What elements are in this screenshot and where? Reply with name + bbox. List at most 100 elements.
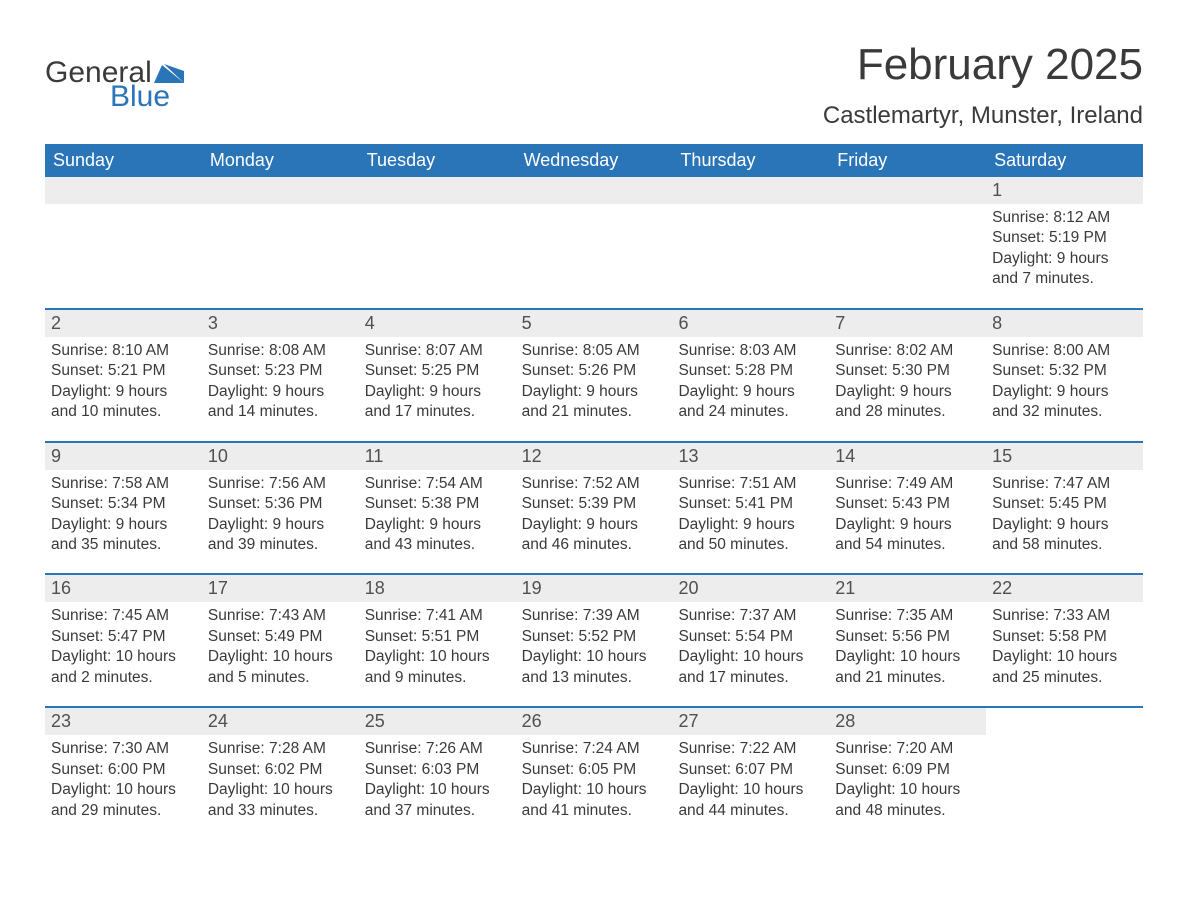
sunset-line: Sunset: 6:02 PM	[208, 760, 353, 780]
day-number	[45, 177, 202, 204]
sunrise-line: Sunrise: 7:26 AM	[365, 739, 510, 759]
day-details: Sunrise: 7:37 AMSunset: 5:54 PMDaylight:…	[672, 602, 829, 694]
daylight-line: Daylight: 10 hours and 9 minutes.	[365, 647, 510, 688]
sunrise-line: Sunrise: 7:58 AM	[51, 474, 196, 494]
day-number	[986, 708, 1143, 735]
day-number: 7	[829, 310, 986, 337]
day-details: Sunrise: 7:43 AMSunset: 5:49 PMDaylight:…	[202, 602, 359, 694]
sunrise-line: Sunrise: 7:49 AM	[835, 474, 980, 494]
day-details: Sunrise: 7:20 AMSunset: 6:09 PMDaylight:…	[829, 735, 986, 827]
day-number: 19	[516, 575, 673, 602]
day-number: 25	[359, 708, 516, 735]
day-number	[829, 177, 986, 204]
day-details: Sunrise: 7:30 AMSunset: 6:00 PMDaylight:…	[45, 735, 202, 827]
day-number: 24	[202, 708, 359, 735]
day-number: 4	[359, 310, 516, 337]
sunrise-line: Sunrise: 8:03 AM	[678, 341, 823, 361]
calendar-cell: 17Sunrise: 7:43 AMSunset: 5:49 PMDayligh…	[202, 575, 359, 694]
day-details: Sunrise: 7:51 AMSunset: 5:41 PMDaylight:…	[672, 470, 829, 562]
calendar-cell: 27Sunrise: 7:22 AMSunset: 6:07 PMDayligh…	[672, 708, 829, 827]
calendar-cell: 5Sunrise: 8:05 AMSunset: 5:26 PMDaylight…	[516, 310, 673, 429]
daylight-line: Daylight: 10 hours and 17 minutes.	[678, 647, 823, 688]
day-number	[672, 177, 829, 204]
daylight-line: Daylight: 10 hours and 33 minutes.	[208, 780, 353, 821]
daylight-line: Daylight: 9 hours and 14 minutes.	[208, 382, 353, 423]
day-number: 16	[45, 575, 202, 602]
daylight-line: Daylight: 9 hours and 35 minutes.	[51, 515, 196, 556]
day-number: 21	[829, 575, 986, 602]
calendar-cell: 16Sunrise: 7:45 AMSunset: 5:47 PMDayligh…	[45, 575, 202, 694]
daylight-line: Daylight: 9 hours and 32 minutes.	[992, 382, 1137, 423]
day-details: Sunrise: 8:10 AMSunset: 5:21 PMDaylight:…	[45, 337, 202, 429]
sunrise-line: Sunrise: 7:52 AM	[522, 474, 667, 494]
sunset-line: Sunset: 5:54 PM	[678, 627, 823, 647]
daylight-line: Daylight: 10 hours and 21 minutes.	[835, 647, 980, 688]
sunrise-line: Sunrise: 8:02 AM	[835, 341, 980, 361]
dayname: Saturday	[986, 144, 1143, 177]
day-details: Sunrise: 7:49 AMSunset: 5:43 PMDaylight:…	[829, 470, 986, 562]
calendar-cell: 25Sunrise: 7:26 AMSunset: 6:03 PMDayligh…	[359, 708, 516, 827]
daylight-line: Daylight: 9 hours and 43 minutes.	[365, 515, 510, 556]
day-details: Sunrise: 7:22 AMSunset: 6:07 PMDaylight:…	[672, 735, 829, 827]
calendar-cell	[829, 177, 986, 296]
day-number: 20	[672, 575, 829, 602]
calendar: SundayMondayTuesdayWednesdayThursdayFrid…	[45, 144, 1143, 827]
calendar-cell: 12Sunrise: 7:52 AMSunset: 5:39 PMDayligh…	[516, 443, 673, 562]
calendar-cell: 24Sunrise: 7:28 AMSunset: 6:02 PMDayligh…	[202, 708, 359, 827]
day-number: 1	[986, 177, 1143, 204]
sunrise-line: Sunrise: 8:12 AM	[992, 208, 1137, 228]
day-details: Sunrise: 8:00 AMSunset: 5:32 PMDaylight:…	[986, 337, 1143, 429]
daylight-line: Daylight: 9 hours and 50 minutes.	[678, 515, 823, 556]
daylight-line: Daylight: 10 hours and 29 minutes.	[51, 780, 196, 821]
sunset-line: Sunset: 5:41 PM	[678, 494, 823, 514]
calendar-cell: 21Sunrise: 7:35 AMSunset: 5:56 PMDayligh…	[829, 575, 986, 694]
day-number: 14	[829, 443, 986, 470]
day-details: Sunrise: 8:12 AMSunset: 5:19 PMDaylight:…	[986, 204, 1143, 296]
day-number: 23	[45, 708, 202, 735]
day-number: 27	[672, 708, 829, 735]
sunrise-line: Sunrise: 7:51 AM	[678, 474, 823, 494]
sunrise-line: Sunrise: 7:22 AM	[678, 739, 823, 759]
daylight-line: Daylight: 10 hours and 41 minutes.	[522, 780, 667, 821]
title-block: February 2025 Castlemartyr, Munster, Ire…	[823, 40, 1143, 130]
day-details: Sunrise: 7:39 AMSunset: 5:52 PMDaylight:…	[516, 602, 673, 694]
sunset-line: Sunset: 5:52 PM	[522, 627, 667, 647]
day-details: Sunrise: 8:05 AMSunset: 5:26 PMDaylight:…	[516, 337, 673, 429]
dayname: Thursday	[672, 144, 829, 177]
calendar-cell	[986, 708, 1143, 827]
day-number: 12	[516, 443, 673, 470]
day-number: 2	[45, 310, 202, 337]
calendar-cell	[516, 177, 673, 296]
calendar-cell: 11Sunrise: 7:54 AMSunset: 5:38 PMDayligh…	[359, 443, 516, 562]
calendar-cell	[202, 177, 359, 296]
sunrise-line: Sunrise: 7:35 AM	[835, 606, 980, 626]
sunset-line: Sunset: 5:30 PM	[835, 361, 980, 381]
sunset-line: Sunset: 5:51 PM	[365, 627, 510, 647]
calendar-cell: 9Sunrise: 7:58 AMSunset: 5:34 PMDaylight…	[45, 443, 202, 562]
day-details: Sunrise: 8:08 AMSunset: 5:23 PMDaylight:…	[202, 337, 359, 429]
day-details: Sunrise: 7:52 AMSunset: 5:39 PMDaylight:…	[516, 470, 673, 562]
day-details: Sunrise: 7:58 AMSunset: 5:34 PMDaylight:…	[45, 470, 202, 562]
calendar-cell: 14Sunrise: 7:49 AMSunset: 5:43 PMDayligh…	[829, 443, 986, 562]
daylight-line: Daylight: 9 hours and 28 minutes.	[835, 382, 980, 423]
day-number: 26	[516, 708, 673, 735]
sunset-line: Sunset: 5:36 PM	[208, 494, 353, 514]
day-number: 15	[986, 443, 1143, 470]
calendar-cell: 13Sunrise: 7:51 AMSunset: 5:41 PMDayligh…	[672, 443, 829, 562]
day-details: Sunrise: 7:28 AMSunset: 6:02 PMDaylight:…	[202, 735, 359, 827]
daylight-line: Daylight: 10 hours and 48 minutes.	[835, 780, 980, 821]
calendar-cell	[359, 177, 516, 296]
month-title: February 2025	[823, 40, 1143, 90]
daylight-line: Daylight: 10 hours and 5 minutes.	[208, 647, 353, 688]
calendar-cell: 10Sunrise: 7:56 AMSunset: 5:36 PMDayligh…	[202, 443, 359, 562]
sunset-line: Sunset: 5:38 PM	[365, 494, 510, 514]
dayname: Monday	[202, 144, 359, 177]
dayname: Tuesday	[359, 144, 516, 177]
calendar-cell	[672, 177, 829, 296]
sunrise-line: Sunrise: 8:00 AM	[992, 341, 1137, 361]
daylight-line: Daylight: 9 hours and 46 minutes.	[522, 515, 667, 556]
sunrise-line: Sunrise: 8:10 AM	[51, 341, 196, 361]
daylight-line: Daylight: 10 hours and 2 minutes.	[51, 647, 196, 688]
day-details: Sunrise: 7:41 AMSunset: 5:51 PMDaylight:…	[359, 602, 516, 694]
day-number: 9	[45, 443, 202, 470]
